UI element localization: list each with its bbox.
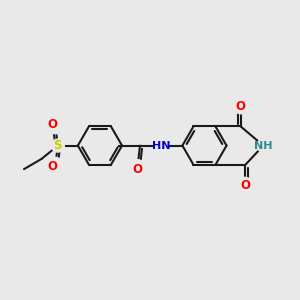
Text: O: O (47, 160, 57, 173)
Text: HN: HN (152, 141, 170, 151)
Circle shape (49, 158, 62, 170)
Text: S: S (54, 139, 62, 152)
Text: O: O (240, 178, 250, 191)
Circle shape (51, 139, 64, 152)
Text: NH: NH (254, 141, 273, 151)
Text: O: O (133, 163, 142, 176)
Text: O: O (236, 100, 246, 112)
Text: O: O (47, 118, 57, 131)
Circle shape (155, 139, 168, 152)
Circle shape (257, 139, 270, 152)
Circle shape (131, 160, 144, 173)
Circle shape (234, 101, 247, 114)
Circle shape (239, 177, 252, 190)
Circle shape (49, 121, 62, 134)
